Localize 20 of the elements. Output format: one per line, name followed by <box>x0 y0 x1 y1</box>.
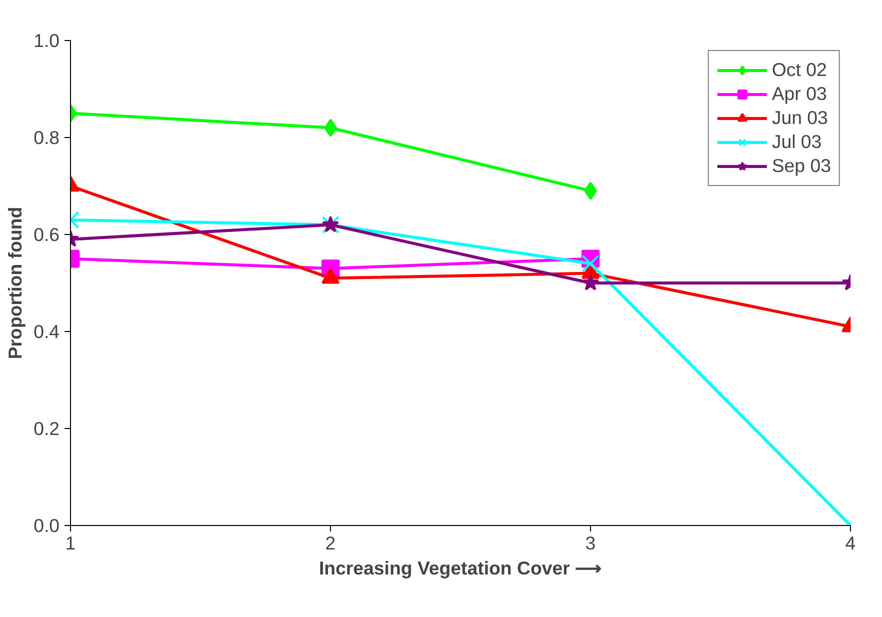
y-tick-label: 0.4 <box>34 321 60 342</box>
y-tick-label: 1.0 <box>34 30 60 51</box>
point <box>584 182 597 200</box>
x-tick-label: 2 <box>325 532 336 554</box>
x-axis-title: Increasing Vegetation Cover ⟶ <box>318 558 602 578</box>
y-tick-label: 0.2 <box>34 418 60 439</box>
y-tick-label: 0.6 <box>34 224 60 245</box>
y-tick-label: 0.8 <box>34 127 60 148</box>
point <box>324 118 337 137</box>
legend-label: Sep 03 <box>772 155 831 177</box>
point <box>582 254 600 272</box>
legend-label: Jun 03 <box>772 107 828 129</box>
legend-label: Oct 02 <box>772 59 827 81</box>
x-tick-label: 4 <box>845 532 856 554</box>
y-axis-title: Proportion found <box>4 206 26 360</box>
x-tick-label: 3 <box>585 532 596 554</box>
y-tick-label: 0.0 <box>34 515 60 536</box>
x-tick-label: 1 <box>65 532 76 554</box>
legend-label: Jul 03 <box>772 131 822 153</box>
legend-label: Apr 03 <box>772 83 827 105</box>
